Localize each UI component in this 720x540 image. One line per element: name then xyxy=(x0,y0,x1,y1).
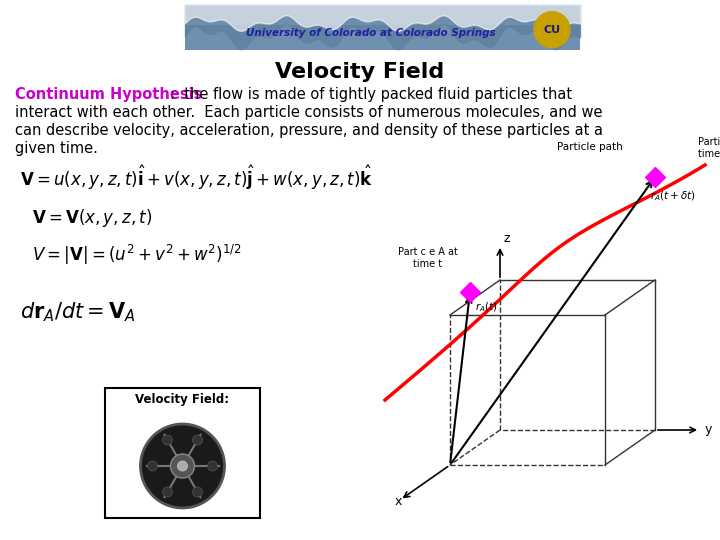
Circle shape xyxy=(534,12,570,48)
Circle shape xyxy=(140,424,225,508)
Bar xyxy=(185,5,580,50)
Text: Part c e A at
time t: Part c e A at time t xyxy=(398,247,458,269)
Text: interact with each other.  Each particle consists of numerous molecules, and we: interact with each other. Each particle … xyxy=(15,105,603,120)
Text: Velocity Field:: Velocity Field: xyxy=(135,394,230,407)
Circle shape xyxy=(171,454,194,478)
Text: :  the flow is made of tightly packed fluid particles that: : the flow is made of tightly packed flu… xyxy=(170,87,572,103)
Circle shape xyxy=(192,435,202,445)
Text: $\mathbf{V} = u(x, y, z, t)\hat{\mathbf{i}} + v(x, y, z, t)\hat{\mathbf{j}} + w(: $\mathbf{V} = u(x, y, z, t)\hat{\mathbf{… xyxy=(20,164,373,192)
Text: z: z xyxy=(503,232,510,245)
Text: Velocity Field: Velocity Field xyxy=(275,62,445,82)
Text: Continuum Hypothesis: Continuum Hypothesis xyxy=(15,87,202,103)
Bar xyxy=(105,388,260,518)
Text: $V = |\mathbf{V}| = (u^2 + v^2 + w^2)^{1/2}$: $V = |\mathbf{V}| = (u^2 + v^2 + w^2)^{1… xyxy=(32,243,241,267)
Text: can describe velocity, acceleration, pressure, and density of these particles at: can describe velocity, acceleration, pre… xyxy=(15,124,603,138)
Text: CU: CU xyxy=(544,25,561,35)
Circle shape xyxy=(148,461,158,471)
Circle shape xyxy=(192,487,202,497)
Text: y: y xyxy=(705,423,712,436)
Text: $r_A(t+\delta t)$: $r_A(t+\delta t)$ xyxy=(650,189,696,203)
Text: University of Colorado at Colorado Springs: University of Colorado at Colorado Sprin… xyxy=(246,28,495,38)
Bar xyxy=(185,5,580,25)
Circle shape xyxy=(207,461,217,471)
Circle shape xyxy=(163,487,173,497)
Text: $r_A(t)$: $r_A(t)$ xyxy=(475,300,498,314)
Circle shape xyxy=(178,461,187,471)
Text: Particle A at
time t + δt: Particle A at time t + δt xyxy=(698,137,720,159)
Text: given time.: given time. xyxy=(15,141,98,157)
Circle shape xyxy=(163,435,173,445)
Text: x: x xyxy=(395,495,402,508)
Text: $d\mathbf{r}_A/dt = \mathbf{V}_A$: $d\mathbf{r}_A/dt = \mathbf{V}_A$ xyxy=(20,300,136,324)
Text: $\mathbf{V} = \mathbf{V}(x, y, z, t)$: $\mathbf{V} = \mathbf{V}(x, y, z, t)$ xyxy=(32,207,152,229)
Text: Particle path: Particle path xyxy=(557,142,623,152)
